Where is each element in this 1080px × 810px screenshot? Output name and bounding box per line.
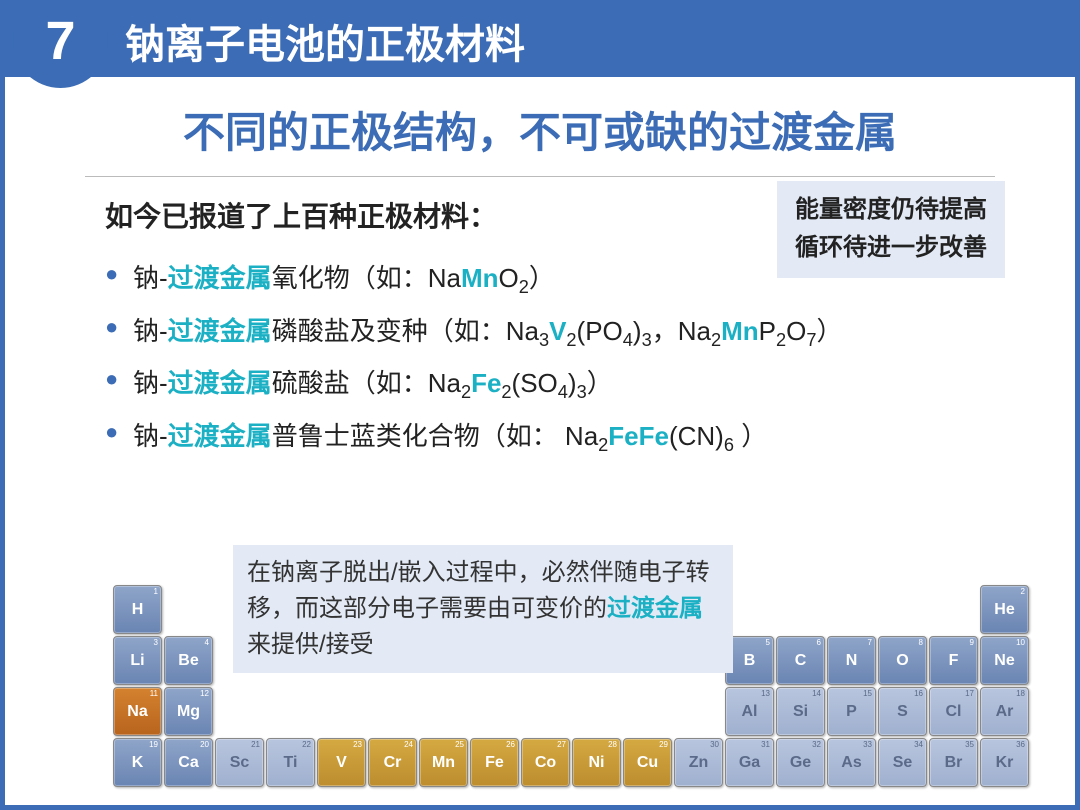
callout-line1: 能量密度仍待提高 — [795, 191, 987, 229]
element-C: C6 — [776, 636, 825, 685]
element-Be: Be4 — [164, 636, 213, 685]
bullet-item: 钠-过渡金属硫酸盐（如：Na2Fe2(SO4)3） — [105, 358, 1015, 411]
bullet-item: 钠-过渡金属普鲁士蓝类化合物（如： Na2FeFe(CN)6 ） — [105, 411, 1015, 464]
element-N: N7 — [827, 636, 876, 685]
element-S: S16 — [878, 687, 927, 736]
bullet-item: 钠-过渡金属磷酸盐及变种（如：Na3V2(PO4)3，Na2MnP2O7） — [105, 306, 1015, 359]
note-box: 在钠离子脱出/嵌入过程中，必然伴随电子转移，而这部分电子需要由可变价的过渡金属来… — [233, 545, 733, 673]
element-Ne: Ne10 — [980, 636, 1029, 685]
element-Zn: Zn30 — [674, 738, 723, 787]
element-K: K19 — [113, 738, 162, 787]
element-P: P15 — [827, 687, 876, 736]
element-Sc: Sc21 — [215, 738, 264, 787]
element-Na: Na11 — [113, 687, 162, 736]
element-Ge: Ge32 — [776, 738, 825, 787]
element-Ni: Ni28 — [572, 738, 621, 787]
element-F: F9 — [929, 636, 978, 685]
slide: 7 钠离子电池的正极材料 不同的正极结构，不可或缺的过渡金属 如今已报道了上百种… — [0, 0, 1080, 810]
element-Ga: Ga31 — [725, 738, 774, 787]
header-bar: 7 钠离子电池的正极材料 — [5, 5, 1075, 77]
header-title: 钠离子电池的正极材料 — [125, 12, 525, 70]
element-V: V23 — [317, 738, 366, 787]
element-Mn: Mn25 — [419, 738, 468, 787]
element-Ti: Ti22 — [266, 738, 315, 787]
element-Kr: Kr36 — [980, 738, 1029, 787]
element-Fe: Fe26 — [470, 738, 519, 787]
bullet-list: 钠-过渡金属氧化物（如：NaMnO2）钠-过渡金属磷酸盐及变种（如：Na3V2(… — [105, 253, 1015, 464]
element-Al: Al13 — [725, 687, 774, 736]
element-Se: Se34 — [878, 738, 927, 787]
element-Br: Br35 — [929, 738, 978, 787]
element-Li: Li3 — [113, 636, 162, 685]
element-Ca: Ca20 — [164, 738, 213, 787]
element-Si: Si14 — [776, 687, 825, 736]
element-Co: Co27 — [521, 738, 570, 787]
element-He: He2 — [980, 585, 1029, 634]
note-text-2: 来提供/接受 — [247, 631, 374, 658]
element-O: O8 — [878, 636, 927, 685]
element-Cl: Cl17 — [929, 687, 978, 736]
element-As: As33 — [827, 738, 876, 787]
body: 如今已报道了上百种正极材料： 能量密度仍待提高 循环待进一步改善 钠-过渡金属氧… — [5, 177, 1075, 464]
element-Cu: Cu29 — [623, 738, 672, 787]
subtitle: 不同的正极结构，不可或缺的过渡金属 — [5, 99, 1075, 168]
note-highlight: 过渡金属 — [607, 595, 703, 622]
bullet-item: 钠-过渡金属氧化物（如：NaMnO2） — [105, 253, 1015, 306]
element-Mg: Mg12 — [164, 687, 213, 736]
slide-number-badge: 7 — [13, 0, 108, 88]
element-Cr: Cr24 — [368, 738, 417, 787]
element-Ar: Ar18 — [980, 687, 1029, 736]
element-H: H1 — [113, 585, 162, 634]
